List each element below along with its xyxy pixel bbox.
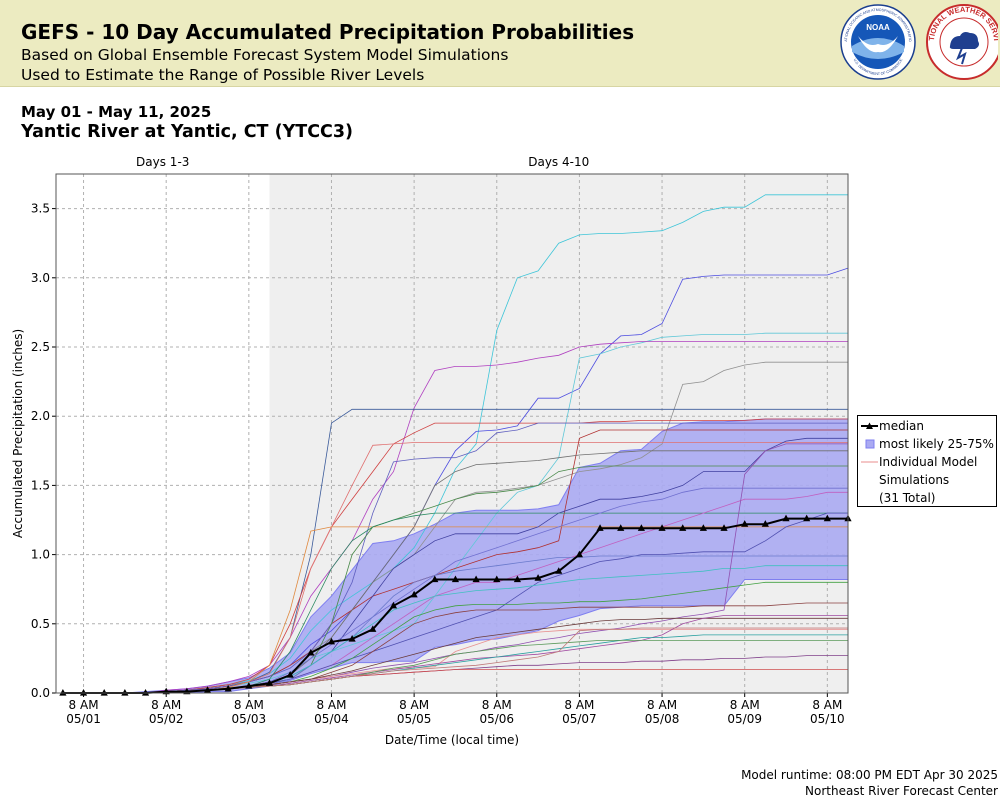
forecast-center: Northeast River Forecast Center: [805, 784, 998, 798]
x-tick-label-date: 05/10: [810, 712, 845, 726]
median-point: [575, 550, 584, 558]
median-point: [658, 524, 666, 531]
median-point: [720, 524, 728, 531]
chart-legend: median most likely 25-75% Individual Mod…: [857, 415, 997, 507]
median-point: [596, 524, 604, 531]
y-tick-label: 1.5: [31, 478, 50, 492]
legend-item-member-count: (31 Total): [858, 490, 996, 506]
median-point: [141, 689, 150, 696]
median-point: [431, 575, 439, 583]
median-point: [782, 514, 790, 522]
median-point: [203, 686, 212, 693]
median-point: [679, 524, 687, 531]
median-point: [513, 575, 522, 583]
date-range: May 01 - May 11, 2025: [21, 103, 212, 121]
header-banner: GEFS - 10 Day Accumulated Precipitation …: [0, 0, 1000, 87]
y-tick-label: 3.5: [31, 202, 50, 216]
x-tick-label-time: 8 AM: [234, 698, 264, 712]
agency-logos: NOAA NATIONAL OCEANIC AND ATMOSPHERIC AD…: [838, 2, 998, 80]
median-point: [741, 520, 749, 527]
median-point: [79, 689, 88, 696]
plot-frame: [55, 173, 849, 694]
x-tick-label-date: 05/06: [479, 712, 514, 726]
median-point: [637, 524, 645, 531]
band-swatch-icon: [865, 439, 875, 449]
median-point: [617, 524, 625, 531]
median-point: [100, 689, 108, 696]
station-name: Yantic River at Yantic, CT (YTCC3): [21, 122, 354, 142]
x-tick-label-date: 05/03: [232, 712, 267, 726]
x-tick-label-date: 05/07: [562, 712, 597, 726]
legend-label-member-count: (31 Total): [879, 491, 936, 505]
x-tick-label-date: 05/01: [66, 712, 101, 726]
ensemble-member-line: [62, 418, 848, 694]
x-tick-label-time: 8 AM: [564, 698, 594, 712]
svg-text:NOAA: NOAA: [866, 23, 890, 32]
median-point: [224, 684, 232, 692]
page-subtitle-line-2: Used to Estimate the Range of Possible R…: [21, 66, 425, 84]
member-line-icon: [861, 461, 878, 463]
median-point: [803, 514, 811, 522]
median-point: [389, 601, 398, 609]
y-tick-label: 0.5: [31, 617, 50, 631]
median-point: [121, 689, 129, 696]
legend-label-median: median: [879, 419, 924, 433]
y-tick-label: 1.0: [31, 548, 50, 562]
period-label-days-1-3: Days 1-3: [136, 155, 189, 169]
median-point: [265, 679, 274, 686]
x-tick-label-date: 05/08: [645, 712, 680, 726]
model-runtime: Model runtime: 08:00 PM EDT Apr 30 2025: [741, 768, 998, 782]
legend-item-members: Individual Model: [858, 454, 996, 470]
legend-label-members-line-2: Simulations: [879, 473, 950, 487]
median-point: [534, 574, 542, 581]
median-point: [493, 575, 501, 583]
median-point: [245, 682, 253, 689]
page-subtitle-line-1: Based on Global Ensemble Forecast System…: [21, 46, 509, 64]
y-tick-label: 2.0: [31, 409, 50, 423]
median-point: [327, 637, 336, 645]
ensemble-member-line: [62, 341, 848, 694]
y-tick-label: 3.0: [31, 271, 50, 285]
y-axis-title: Accumulated Precipitation (inches): [11, 329, 25, 538]
median-point: [451, 575, 460, 583]
legend-label-band: most likely 25-75%: [879, 437, 994, 451]
x-tick-label-time: 8 AM: [647, 698, 677, 712]
legend-label-members-line-1: Individual Model: [879, 455, 978, 469]
median-point: [823, 514, 831, 522]
x-tick-label-date: 05/09: [727, 712, 762, 726]
median-point: [286, 671, 294, 678]
period-label-days-4-10: Days 4-10: [528, 155, 589, 169]
median-point: [410, 590, 418, 598]
median-point: [348, 635, 356, 642]
x-tick-label-date: 05/05: [397, 712, 432, 726]
y-tick-label: 0.0: [31, 686, 50, 700]
ensemble-member-line: [62, 422, 848, 694]
x-tick-label-date: 05/02: [149, 712, 184, 726]
x-axis-title: Date/Time (local time): [385, 733, 519, 747]
median-point: [59, 689, 67, 696]
median-point: [369, 625, 377, 632]
x-tick-label-time: 8 AM: [69, 698, 99, 712]
page-title: GEFS - 10 Day Accumulated Precipitation …: [21, 20, 635, 44]
y-tick-label: 2.5: [31, 340, 50, 354]
median-point: [699, 524, 707, 531]
x-tick-label-time: 8 AM: [482, 698, 512, 712]
median-point: [555, 567, 563, 574]
x-tick-label-time: 8 AM: [151, 698, 181, 712]
x-tick-label-time: 8 AM: [812, 698, 842, 712]
x-tick-label-time: 8 AM: [399, 698, 429, 712]
x-tick-label-time: 8 AM: [730, 698, 760, 712]
median-point: [472, 575, 480, 583]
legend-item-band: most likely 25-75%: [858, 436, 996, 452]
median-point: [307, 648, 315, 656]
x-tick-label-time: 8 AM: [316, 698, 346, 712]
median-line-icon: [861, 422, 878, 429]
legend-item-members-cont: Simulations: [858, 472, 996, 488]
median-point: [761, 520, 769, 527]
x-tick-label-date: 05/04: [314, 712, 349, 726]
legend-item-median: median: [858, 418, 996, 434]
